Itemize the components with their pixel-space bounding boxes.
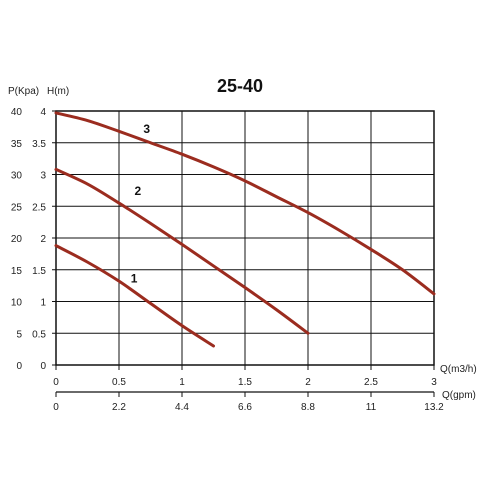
y-tick-label-head: 1 xyxy=(40,298,46,309)
series-line-3 xyxy=(54,111,436,296)
x-tick-label: 3 xyxy=(431,377,437,388)
y-tick-label-pressure: 30 xyxy=(11,171,23,182)
x-tick-label: 1.5 xyxy=(238,377,252,388)
x-tick-label: 2 xyxy=(305,377,311,388)
y-tick-label-head: 0 xyxy=(40,361,46,372)
series-label-1: 1 xyxy=(131,271,138,285)
x2-tick-label: 6.6 xyxy=(238,402,252,413)
y-tick-label-head: 3 xyxy=(40,171,46,182)
y-tick-label-pressure: 35 xyxy=(11,139,23,150)
x-tick-label: 0.5 xyxy=(112,377,126,388)
y-tick-label-head: 0.5 xyxy=(32,329,46,340)
x-axis-label-secondary: Q(gpm) xyxy=(442,390,476,401)
y-tick-label-head: 4 xyxy=(40,107,46,118)
x-tick-label: 1 xyxy=(179,377,185,388)
y-axis-label-pressure: P(Kpa) xyxy=(8,86,39,97)
x2-tick-label: 11 xyxy=(366,402,377,413)
x2-tick-label: 4.4 xyxy=(175,402,189,413)
y-tick-label-head: 2.5 xyxy=(32,202,46,213)
x2-tick-label: 0 xyxy=(53,402,59,413)
series-line-2 xyxy=(54,167,310,335)
chart-title: 25-40 xyxy=(217,76,263,96)
x-tick-label: 0 xyxy=(53,377,59,388)
y-axis-label-head: H(m) xyxy=(47,86,69,97)
y-tick-label-pressure: 20 xyxy=(11,234,23,245)
y-tick-label-head: 2 xyxy=(40,234,46,245)
y-tick-label-head: 1.5 xyxy=(32,266,46,277)
x-tick-label: 2.5 xyxy=(364,377,378,388)
y-tick-label-head: 3.5 xyxy=(32,139,46,150)
x2-tick-label: 2.2 xyxy=(112,402,126,413)
x2-tick-label: 8.8 xyxy=(301,402,315,413)
y-tick-label-pressure: 25 xyxy=(11,202,23,213)
y-tick-label-pressure: 40 xyxy=(11,107,23,118)
series-label-3: 3 xyxy=(143,122,150,136)
y-tick-label-pressure: 5 xyxy=(16,329,22,340)
series-labels: 1 2 3 xyxy=(131,122,151,285)
x2-tick-label: 13.2 xyxy=(424,402,444,413)
series-label-2: 2 xyxy=(135,184,142,198)
series-line-1 xyxy=(54,244,215,348)
x-axis-label-primary: Q(m3/h) xyxy=(440,364,477,375)
y-tick-label-pressure: 15 xyxy=(11,266,23,277)
series-curves xyxy=(54,111,436,348)
y-tick-label-pressure: 10 xyxy=(11,298,23,309)
y-tick-label-pressure: 0 xyxy=(16,361,22,372)
